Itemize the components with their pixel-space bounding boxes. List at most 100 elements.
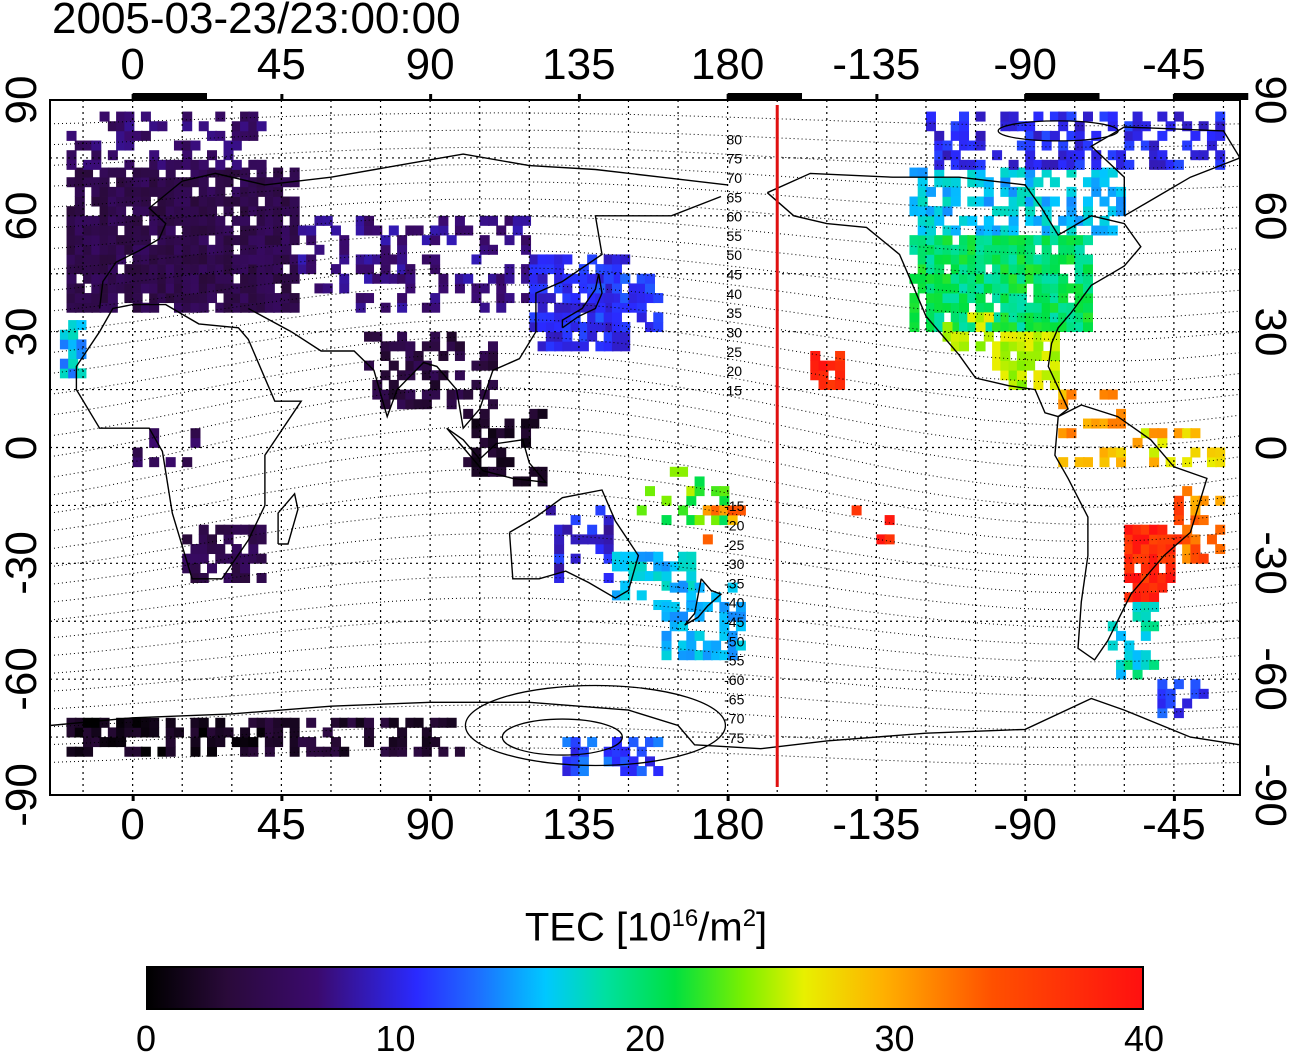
tec-cell [1165, 159, 1176, 170]
tec-cell [925, 235, 936, 246]
tec-cell [132, 293, 143, 304]
tec-cell [1066, 167, 1077, 178]
tec-cell [636, 312, 647, 323]
tec-cell [661, 650, 672, 661]
tec-cell [1082, 293, 1093, 304]
tec-cell [198, 235, 209, 246]
tec-cell [240, 264, 251, 275]
tec-cell [231, 524, 242, 535]
tec-cell [653, 551, 664, 562]
tec-cell [140, 130, 151, 141]
tec-cell [537, 302, 548, 313]
tec-cell [132, 244, 143, 255]
tec-cell [231, 215, 242, 226]
tec-cell [1074, 293, 1085, 304]
tec-cell [198, 524, 209, 535]
tec-cell [99, 254, 110, 265]
tec-cell [231, 254, 242, 265]
tec-cell [975, 235, 986, 246]
tec-cell [140, 225, 151, 236]
tec-cell [91, 293, 102, 304]
tec-cell [595, 505, 606, 516]
tec-cell [1074, 215, 1085, 226]
tec-cell [99, 111, 110, 122]
tec-cell [678, 505, 689, 516]
tec-cell [388, 341, 399, 352]
contour-label: 40 [726, 286, 742, 302]
tec-cell [1132, 592, 1143, 603]
tec-cell [942, 302, 953, 313]
tec-cell [149, 717, 160, 728]
contour-label: -70 [724, 711, 744, 727]
tec-cell [587, 524, 598, 535]
tec-cell [479, 283, 490, 294]
colorbar-tick-label: 0 [135, 1018, 157, 1059]
tec-cell [215, 196, 226, 207]
tec-cell [835, 350, 846, 361]
tec-cell [273, 302, 284, 313]
tec-cell [1149, 534, 1160, 545]
tec-cell [83, 159, 94, 170]
tec-cell [132, 746, 143, 757]
tec-cell [1049, 196, 1060, 207]
tec-cell [231, 302, 242, 313]
tec-cell [669, 611, 680, 622]
tec-cell [1132, 601, 1143, 612]
tec-cell [107, 244, 118, 255]
tec-cell [240, 215, 251, 226]
tec-cell [1173, 679, 1184, 690]
tec-cell [446, 389, 457, 400]
tec-cell [132, 206, 143, 217]
tec-cell [578, 746, 589, 757]
tec-cell [1140, 544, 1151, 555]
tec-cell [669, 601, 680, 612]
tec-cell [1049, 235, 1060, 246]
tec-cell [702, 640, 713, 651]
tec-cell [1190, 428, 1201, 439]
y-tick-label-left: -60 [0, 647, 46, 711]
tec-cell [471, 293, 482, 304]
tec-cell [1074, 130, 1085, 141]
tec-cell [1066, 283, 1077, 294]
tec-cell [74, 264, 85, 275]
tec-cell [950, 293, 961, 304]
tec-cell [983, 177, 994, 188]
tec-cell [992, 341, 1003, 352]
tec-cell [223, 206, 234, 217]
tec-cell [182, 293, 193, 304]
tec-cell [463, 389, 474, 400]
tec-cell [562, 737, 573, 748]
tec-cell [173, 140, 184, 151]
tec-cell [165, 186, 176, 197]
tec-cell [1099, 215, 1110, 226]
tec-cell [1058, 428, 1069, 439]
tec-cell [198, 177, 209, 188]
tec-cell [1058, 111, 1069, 122]
tec-cell [190, 177, 201, 188]
tec-cell [917, 254, 928, 265]
tec-cell [1074, 235, 1085, 246]
tec-cell [983, 196, 994, 207]
tec-cell [430, 225, 441, 236]
tec-cell [99, 737, 110, 748]
tec-cell [140, 186, 151, 197]
tec-cell [570, 553, 581, 564]
tec-cell [504, 457, 515, 468]
tec-cell [454, 389, 465, 400]
tec-cell [66, 264, 77, 275]
tec-cell [959, 140, 970, 151]
tec-cell [231, 159, 242, 170]
tec-cell [66, 206, 77, 217]
tec-cell [934, 130, 945, 141]
tec-cell [388, 737, 399, 748]
tec-cell [397, 302, 408, 313]
tec-cell [1058, 302, 1069, 313]
tec-cell [132, 177, 143, 188]
tec-cell [397, 293, 408, 304]
tec-cell [1190, 544, 1201, 555]
tec-cell [1033, 196, 1044, 207]
tec-cell [562, 254, 573, 265]
tec-cell [620, 322, 631, 333]
tec-cell [909, 273, 920, 284]
tec-cell [1025, 140, 1036, 151]
